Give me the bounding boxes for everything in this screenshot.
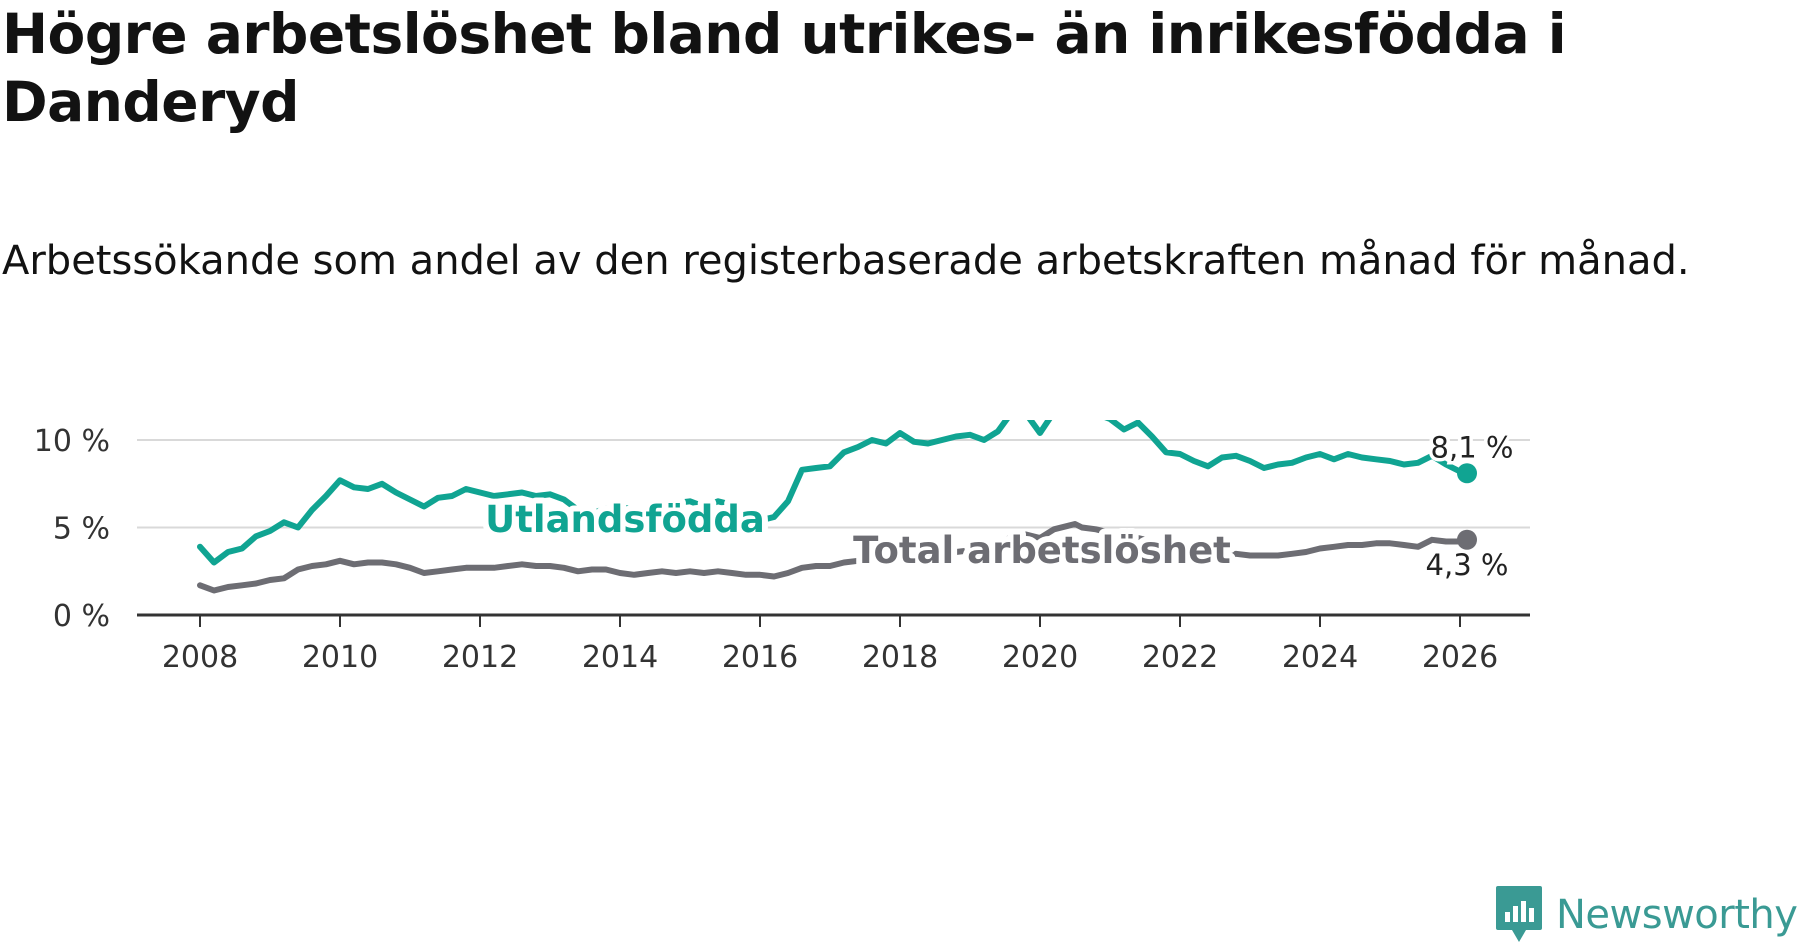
x-tick-label: 2016 xyxy=(722,640,798,675)
x-tick-label: 2014 xyxy=(582,640,658,675)
series-name-label: Total arbetslöshet xyxy=(853,529,1231,572)
newsworthy-logo-icon xyxy=(1496,886,1542,942)
x-tick-label: 2026 xyxy=(1422,640,1498,675)
series-labels: Utlandsfödda Total arbetslöshet 8,1 % 4,3 % xyxy=(479,427,1517,586)
series-end-value-label: 8,1 % xyxy=(1431,430,1514,464)
brand-name: Newsworthy xyxy=(1556,892,1798,938)
chart-title: Högre arbetslöshet bland utrikes- än inr… xyxy=(2,2,1567,134)
grid-lines xyxy=(137,439,1530,529)
series-end-value-label: 4,3 % xyxy=(1426,548,1509,582)
y-tick-label: 5 % xyxy=(53,512,110,547)
x-tick-label: 2018 xyxy=(862,640,938,675)
y-tick-label: 0 % xyxy=(53,599,110,634)
x-tick-label: 2008 xyxy=(162,640,238,675)
y-tick-label: 10 % xyxy=(34,424,110,459)
brand-logo: Newsworthy xyxy=(1494,885,1798,945)
x-tick-label: 2012 xyxy=(442,640,518,675)
x-tick-label: 2010 xyxy=(302,640,378,675)
series-name-label: Utlandsfödda xyxy=(485,498,765,541)
series-line-1 xyxy=(197,521,1470,594)
series-lines xyxy=(197,420,1477,594)
x-axis: 2008 2010 2012 2014 2016 2018 2020 2022 2024 2026 xyxy=(137,613,1530,675)
y-axis: 0 % 5 % 10 % xyxy=(34,424,110,634)
x-tick-label: 2022 xyxy=(1142,640,1218,675)
x-tick-label: 2024 xyxy=(1282,640,1358,675)
x-tick-label: 2020 xyxy=(1002,640,1078,675)
series-line-0 xyxy=(197,420,1470,566)
chart-subtitle: Arbetssökande som andel av den registerb… xyxy=(2,238,1690,284)
series-endpoint-0 xyxy=(1457,463,1477,484)
line-chart: 0 %5 %10 % 2008 2010 2012 2014 2016 2018 2020 2… xyxy=(34,420,1530,675)
series-endpoint-1 xyxy=(1457,529,1477,550)
